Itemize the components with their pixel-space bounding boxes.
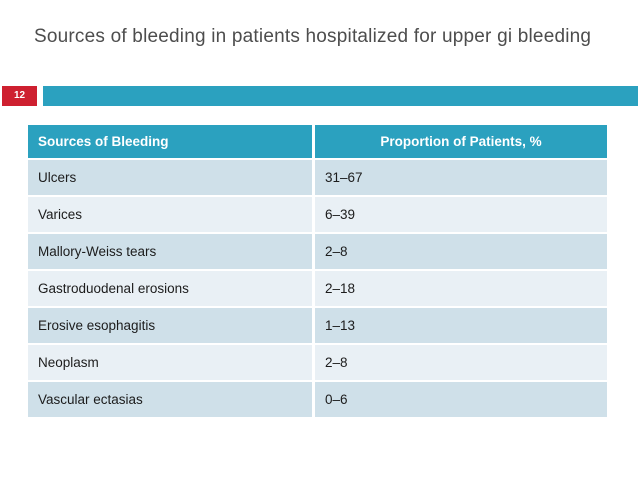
cell-proportion: 2–18 (315, 271, 607, 306)
cell-proportion: 2–8 (315, 234, 607, 269)
cell-proportion: 6–39 (315, 197, 607, 232)
slide-title: Sources of bleeding in patients hospital… (34, 26, 592, 47)
cell-proportion: 31–67 (315, 160, 607, 195)
cell-proportion: 0–6 (315, 382, 607, 417)
table-header-row: Sources of Bleeding Proportion of Patien… (28, 125, 607, 158)
cell-source: Vascular ectasias (28, 382, 312, 417)
cell-proportion: 1–13 (315, 308, 607, 343)
table-row: Neoplasm 2–8 (28, 345, 607, 380)
bleeding-sources-table: Sources of Bleeding Proportion of Patien… (28, 125, 607, 419)
table-body: Ulcers 31–67 Varices 6–39 Mallory-Weiss tear… (28, 160, 607, 417)
column-header-proportion-of-patients: Proportion of Patients, % (315, 125, 607, 158)
cell-source: Gastroduodenal erosions (28, 271, 312, 306)
table-row: Varices 6–39 (28, 197, 607, 232)
accent-bar (43, 86, 638, 106)
cell-source: Neoplasm (28, 345, 312, 380)
cell-proportion: 2–8 (315, 345, 607, 380)
column-header-sources-of-bleeding: Sources of Bleeding (28, 125, 312, 158)
page-strip: 12 (0, 86, 638, 106)
cell-source: Mallory-Weiss tears (28, 234, 312, 269)
cell-source: Ulcers (28, 160, 312, 195)
table-row: Erosive esophagitis 1–13 (28, 308, 607, 343)
table-row: Vascular ectasias 0–6 (28, 382, 607, 417)
cell-source: Varices (28, 197, 312, 232)
table-row: Ulcers 31–67 (28, 160, 607, 195)
page-number-badge: 12 (2, 86, 37, 106)
table-row: Mallory-Weiss tears 2–8 (28, 234, 607, 269)
cell-source: Erosive esophagitis (28, 308, 312, 343)
table-row: Gastroduodenal erosions 2–18 (28, 271, 607, 306)
